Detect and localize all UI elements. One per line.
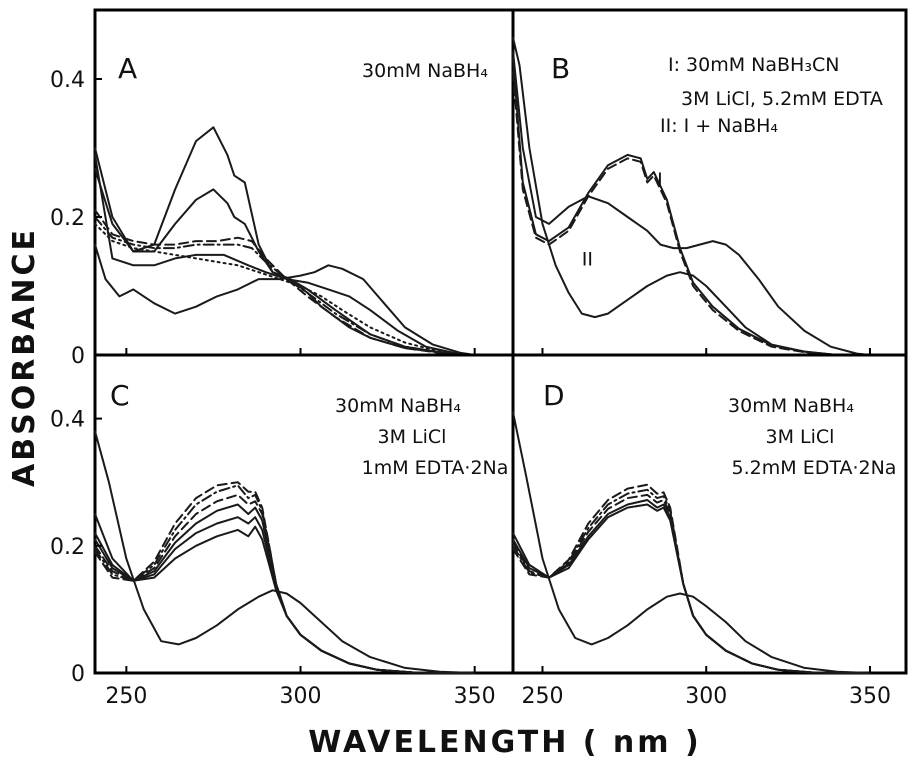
- condition-label: 3M LiCl, 5.2mM EDTA: [681, 88, 883, 110]
- series-line-4: [94, 243, 476, 356]
- panel-c: C 30mM NaBH₄ 3M LiCl 1mM EDTA·2Na 250 300 350 0…: [50, 353, 515, 709]
- series-line-1: [94, 126, 476, 356]
- panel-d: D 30mM NaBH₄ 3M LiCl 5.2mM EDTA·2Na 250 300 35…: [511, 353, 908, 709]
- series-line-3: [94, 516, 476, 674]
- panel-letter: D: [543, 379, 565, 412]
- y-tick-label: 0.4: [50, 408, 85, 433]
- series-line-5: [94, 209, 476, 356]
- series-line-3: [512, 499, 871, 674]
- series-line-2: [512, 503, 871, 674]
- series-line-6: [94, 216, 476, 356]
- panel-b: B I: 30mM NaBH₃CN 3M LiCl, 5.2mM EDTA II: I…: [511, 8, 908, 357]
- curve-label: II: [582, 248, 593, 270]
- panel-letter: A: [118, 52, 137, 85]
- y-tick-label: 0: [71, 344, 85, 369]
- y-axis-title: ABSORBANCE: [7, 227, 42, 487]
- series-line-1: [512, 411, 871, 674]
- series-line-1: [512, 36, 871, 356]
- series-line-2: [94, 167, 476, 356]
- x-tick-label: 250: [521, 684, 563, 709]
- panel-letter: C: [110, 379, 130, 412]
- y-tick-label: 0.4: [50, 68, 85, 93]
- y-tick-label: 0.2: [50, 535, 85, 560]
- y-tick-label: 0: [71, 662, 85, 687]
- series-line-1: [94, 430, 476, 674]
- series-line-5: [94, 493, 476, 674]
- series-line-5: [512, 488, 871, 674]
- series-line-3: [512, 71, 871, 356]
- x-tick-label: 350: [454, 684, 496, 709]
- x-tick-label: 300: [280, 684, 322, 709]
- condition-label: 30mM NaBH₄: [362, 60, 488, 82]
- series-line-4: [512, 493, 871, 674]
- series-line-6: [94, 484, 476, 674]
- condition-label: I: 30mM NaBH₃CN: [668, 54, 839, 76]
- x-tick-label: 250: [105, 684, 147, 709]
- condition-label: 1mM EDTA·2Na: [362, 457, 509, 479]
- y-tick-label: 0.2: [50, 206, 85, 231]
- curve-label: I: [657, 169, 663, 191]
- panel-frame: [511, 353, 908, 675]
- condition-label: II: I + NaBH₄: [660, 115, 778, 137]
- series-line-7: [94, 222, 476, 356]
- x-tick-label: 300: [685, 684, 727, 709]
- condition-label: 3M LiCl: [378, 426, 447, 448]
- series-line-3: [94, 153, 476, 356]
- series-line-7: [94, 481, 476, 674]
- condition-label: 30mM NaBH₄: [728, 395, 854, 417]
- condition-label: 5.2mM EDTA·2Na: [732, 457, 897, 479]
- series-line-4: [94, 503, 476, 674]
- x-tick-label: 350: [849, 684, 891, 709]
- condition-label: 30mM NaBH₄: [335, 395, 461, 417]
- condition-label: 3M LiCl: [766, 426, 835, 448]
- x-axis-title: WAVELENGTH ( nm ): [308, 725, 701, 760]
- series-line-6: [512, 483, 871, 674]
- panel-letter: B: [551, 52, 570, 85]
- panel-a: A 30mM NaBH₄ 0 0.2 0.4: [50, 8, 515, 369]
- series-line-4: [512, 57, 871, 356]
